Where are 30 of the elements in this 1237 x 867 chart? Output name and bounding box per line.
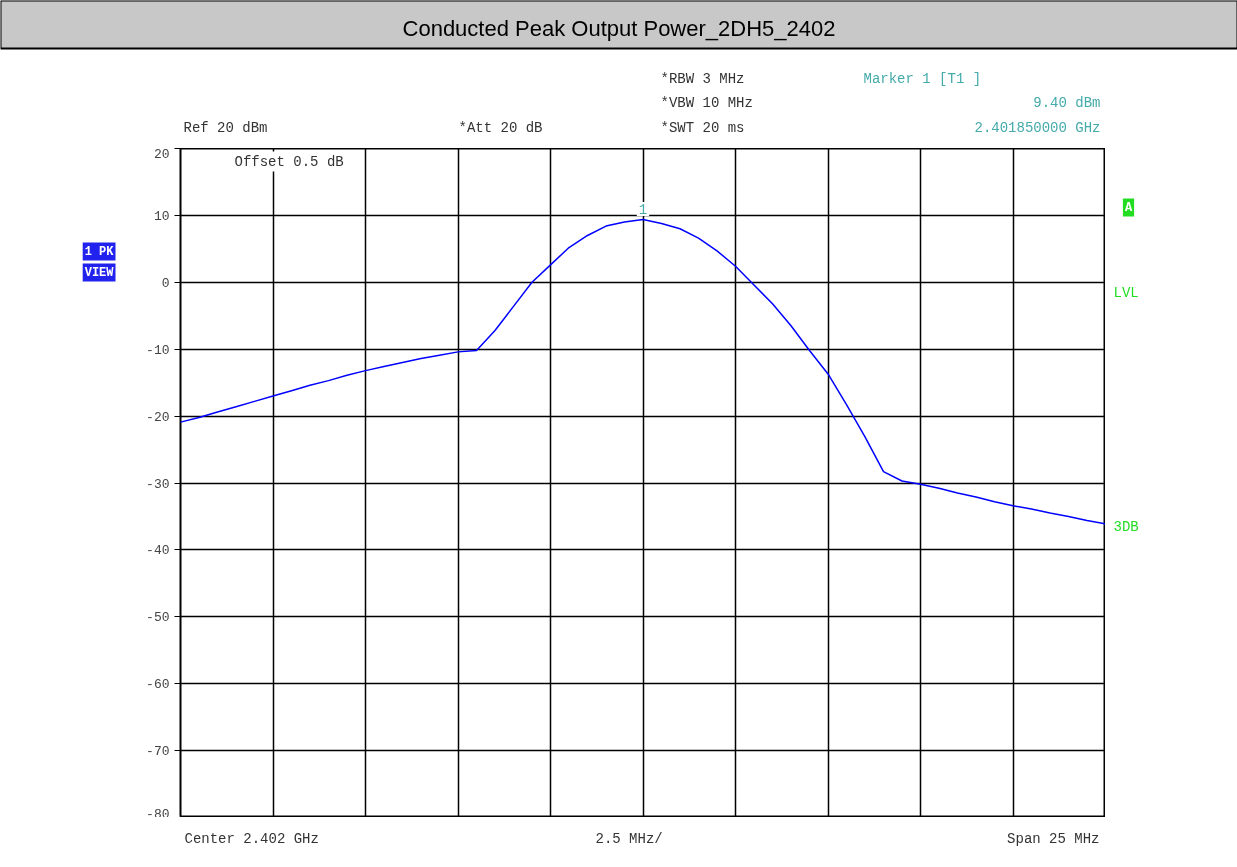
y-tick-label: 10 (153, 208, 170, 224)
y-tick-label: -30 (146, 476, 170, 492)
y-tick-label: -70 (146, 744, 170, 760)
text: Marker 1 [T1 ] (863, 70, 982, 87)
annotation: 1 (638, 201, 648, 218)
text: Ref 20 dBm (183, 119, 268, 136)
y-tick-label: 20 (153, 146, 170, 162)
y-tick-label: -40 (146, 543, 170, 559)
text: Span 25 MHz (1007, 830, 1100, 847)
annotation: Offset 0.5 dB (234, 153, 344, 170)
text: *RBW 3 MHz (660, 70, 745, 87)
text: 9.40 dBm (1033, 94, 1101, 111)
text: LVL (1113, 284, 1139, 301)
y-tick-label: 0 (161, 275, 170, 291)
text: 2.5 MHz/ (595, 830, 663, 847)
text: 3DB (1113, 518, 1139, 535)
text: *VBW 10 MHz (660, 94, 753, 111)
y-tick-label: -50 (146, 610, 170, 626)
text: 2.401850000 GHz (974, 119, 1101, 136)
text: VIEW (84, 265, 115, 280)
y-tick-label: -80 (146, 806, 170, 822)
text: *Att 20 dB (458, 119, 543, 136)
text: A (1124, 200, 1133, 215)
text: 1 PK (84, 244, 115, 259)
y-tick-label: -60 (146, 677, 170, 693)
y-tick-label: -10 (146, 342, 170, 358)
text: Center 2.402 GHz (184, 830, 319, 847)
text: *SWT 20 ms (660, 119, 745, 136)
y-tick-label: -20 (146, 409, 170, 425)
chart-title: Conducted Peak Output Power_2DH5_2402 (402, 16, 836, 41)
